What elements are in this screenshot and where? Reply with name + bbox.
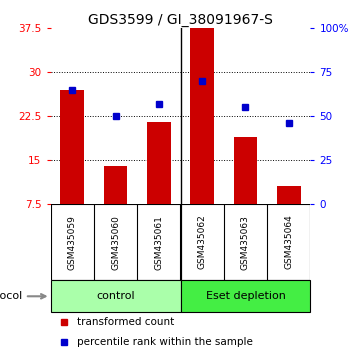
Text: transformed count: transformed count bbox=[77, 317, 174, 327]
Text: percentile rank within the sample: percentile rank within the sample bbox=[77, 337, 252, 347]
Bar bbox=[60, 90, 84, 204]
Text: GSM435063: GSM435063 bbox=[241, 215, 250, 269]
Text: GSM435064: GSM435064 bbox=[284, 215, 293, 269]
Title: GDS3599 / GI_38091967-S: GDS3599 / GI_38091967-S bbox=[88, 13, 273, 27]
Text: GSM435060: GSM435060 bbox=[111, 215, 120, 269]
Bar bbox=[51, 280, 180, 312]
Text: GSM435062: GSM435062 bbox=[198, 215, 206, 269]
Bar bbox=[147, 122, 171, 204]
Bar bbox=[180, 280, 310, 312]
Bar bbox=[190, 27, 214, 204]
Bar bbox=[277, 187, 301, 204]
Text: Eset depletion: Eset depletion bbox=[205, 291, 286, 301]
Text: GSM435061: GSM435061 bbox=[155, 215, 163, 269]
Text: protocol: protocol bbox=[0, 291, 45, 301]
Bar bbox=[104, 166, 127, 204]
Bar bbox=[234, 137, 257, 204]
Text: control: control bbox=[96, 291, 135, 301]
Text: GSM435059: GSM435059 bbox=[68, 215, 77, 269]
